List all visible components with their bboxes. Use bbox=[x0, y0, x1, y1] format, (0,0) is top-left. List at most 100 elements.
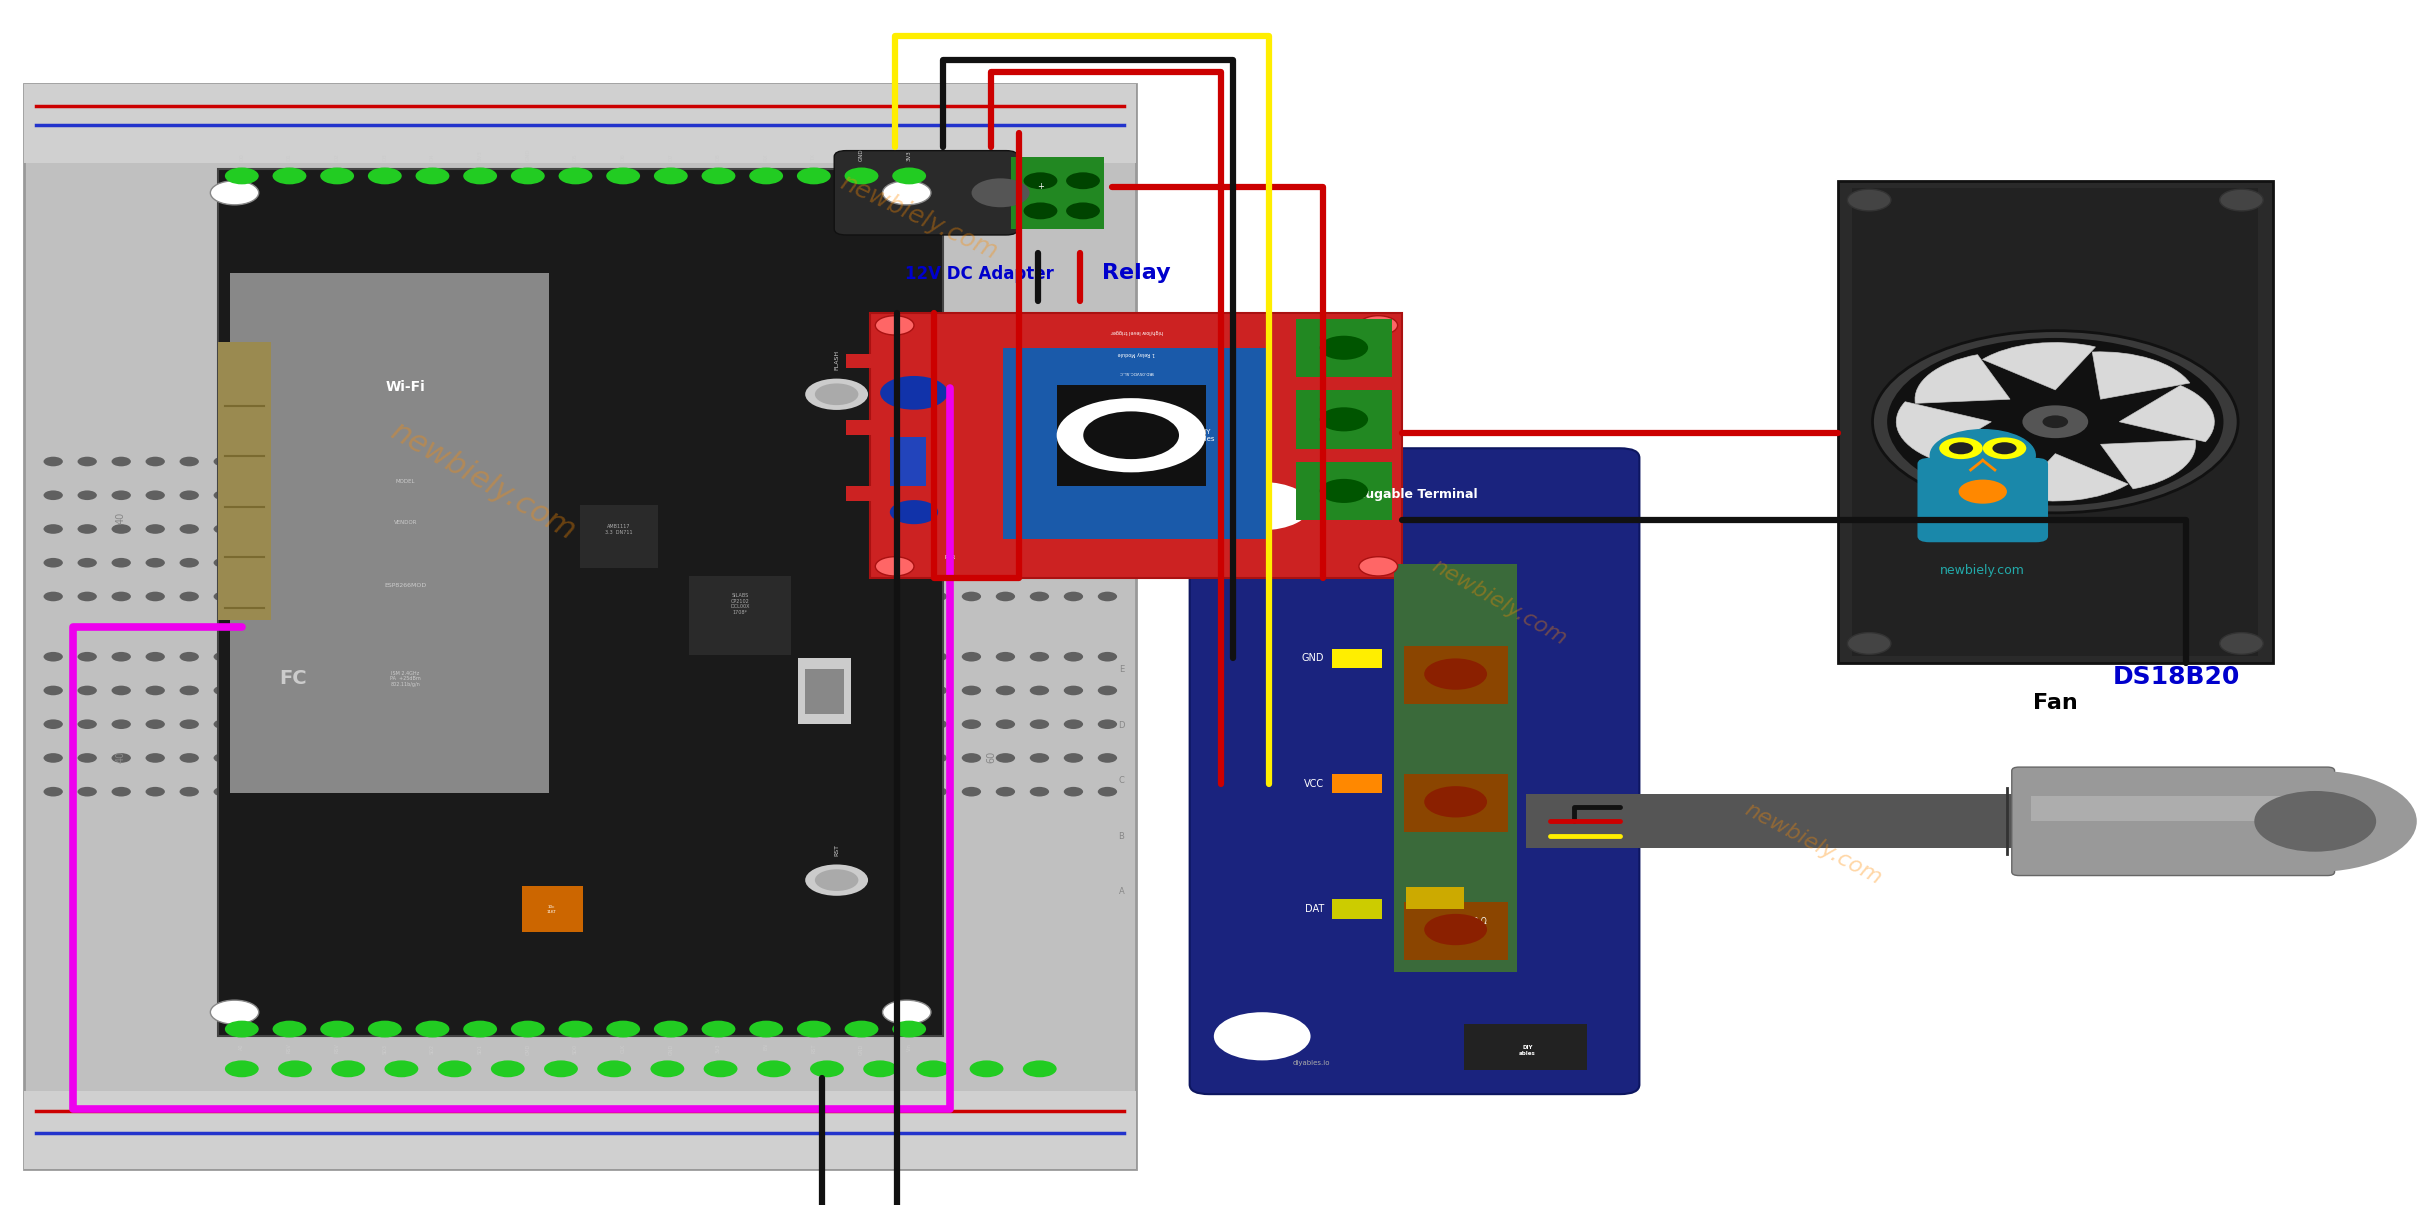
Circle shape bbox=[520, 592, 539, 601]
Text: GND: GND bbox=[858, 149, 863, 161]
Circle shape bbox=[861, 753, 880, 763]
Text: 50: 50 bbox=[551, 512, 561, 524]
Circle shape bbox=[520, 719, 539, 729]
Circle shape bbox=[1064, 457, 1083, 466]
Text: SRD-05VDC-SL-C: SRD-05VDC-SL-C bbox=[1120, 370, 1153, 374]
Circle shape bbox=[452, 592, 472, 601]
Circle shape bbox=[486, 686, 505, 695]
FancyBboxPatch shape bbox=[1917, 458, 2048, 542]
Circle shape bbox=[559, 1021, 592, 1038]
Circle shape bbox=[491, 1060, 525, 1077]
Circle shape bbox=[1098, 652, 1117, 662]
Circle shape bbox=[825, 686, 844, 695]
Circle shape bbox=[689, 490, 708, 500]
Circle shape bbox=[621, 787, 641, 797]
Text: SD2: SD2 bbox=[430, 1044, 435, 1053]
Text: CMD: CMD bbox=[525, 1044, 530, 1054]
Circle shape bbox=[588, 686, 607, 695]
Text: RSV: RSV bbox=[288, 1044, 293, 1053]
Text: ESP8266MOD: ESP8266MOD bbox=[384, 583, 426, 588]
Circle shape bbox=[1098, 686, 1117, 695]
Circle shape bbox=[77, 490, 97, 500]
Text: diyables.io: diyables.io bbox=[1294, 1060, 1330, 1065]
Circle shape bbox=[895, 457, 914, 466]
Circle shape bbox=[213, 457, 232, 466]
Circle shape bbox=[2220, 189, 2263, 211]
Text: newbiely.com: newbiely.com bbox=[1939, 564, 2026, 577]
Circle shape bbox=[351, 686, 370, 695]
Circle shape bbox=[1098, 787, 1117, 797]
Circle shape bbox=[1930, 429, 2036, 482]
Circle shape bbox=[145, 753, 164, 763]
Circle shape bbox=[972, 178, 1030, 207]
Circle shape bbox=[145, 719, 164, 729]
Text: GND: GND bbox=[667, 1044, 672, 1054]
Circle shape bbox=[825, 787, 844, 797]
Wedge shape bbox=[2092, 352, 2191, 399]
Circle shape bbox=[418, 457, 438, 466]
Circle shape bbox=[179, 686, 198, 695]
Wedge shape bbox=[1983, 342, 2096, 390]
Circle shape bbox=[621, 490, 641, 500]
Circle shape bbox=[384, 719, 404, 729]
Circle shape bbox=[384, 592, 404, 601]
Circle shape bbox=[44, 686, 63, 695]
Circle shape bbox=[77, 524, 97, 534]
Circle shape bbox=[1064, 753, 1083, 763]
Circle shape bbox=[655, 558, 675, 568]
Circle shape bbox=[554, 592, 573, 601]
Circle shape bbox=[996, 652, 1016, 662]
Circle shape bbox=[438, 1060, 472, 1077]
Text: G: G bbox=[1117, 325, 1124, 335]
Circle shape bbox=[520, 457, 539, 466]
Circle shape bbox=[1424, 786, 1487, 817]
Circle shape bbox=[111, 524, 131, 534]
Circle shape bbox=[44, 490, 63, 500]
Text: GND: GND bbox=[858, 1044, 863, 1054]
Circle shape bbox=[319, 167, 353, 184]
Circle shape bbox=[331, 176, 365, 193]
Text: DIY
ables: DIY ables bbox=[1197, 429, 1214, 442]
Circle shape bbox=[607, 1021, 641, 1038]
Circle shape bbox=[213, 719, 232, 729]
Circle shape bbox=[210, 181, 259, 205]
Circle shape bbox=[317, 787, 336, 797]
Circle shape bbox=[351, 719, 370, 729]
Circle shape bbox=[418, 524, 438, 534]
Circle shape bbox=[723, 652, 742, 662]
Circle shape bbox=[757, 787, 776, 797]
Circle shape bbox=[554, 558, 573, 568]
FancyBboxPatch shape bbox=[1190, 448, 1639, 1094]
Text: 40: 40 bbox=[116, 751, 126, 763]
Circle shape bbox=[213, 787, 232, 797]
Circle shape bbox=[929, 490, 948, 500]
Bar bbox=[218, 342, 271, 619]
Circle shape bbox=[280, 524, 300, 534]
Circle shape bbox=[213, 753, 232, 763]
Circle shape bbox=[791, 558, 810, 568]
Circle shape bbox=[384, 753, 404, 763]
Circle shape bbox=[554, 524, 573, 534]
Circle shape bbox=[111, 558, 131, 568]
Circle shape bbox=[875, 316, 914, 335]
Circle shape bbox=[1098, 719, 1117, 729]
Circle shape bbox=[225, 1021, 259, 1038]
Circle shape bbox=[510, 167, 544, 184]
Circle shape bbox=[1030, 686, 1049, 695]
Circle shape bbox=[962, 686, 982, 695]
Text: D: D bbox=[1117, 721, 1124, 730]
Circle shape bbox=[723, 787, 742, 797]
Circle shape bbox=[689, 753, 708, 763]
Text: newbiely.com: newbiely.com bbox=[1741, 799, 1886, 888]
Circle shape bbox=[895, 592, 914, 601]
Circle shape bbox=[621, 719, 641, 729]
Circle shape bbox=[962, 457, 982, 466]
Circle shape bbox=[861, 490, 880, 500]
Text: DAT: DAT bbox=[1306, 904, 1325, 915]
Circle shape bbox=[1098, 558, 1117, 568]
Circle shape bbox=[179, 719, 198, 729]
Circle shape bbox=[368, 1021, 401, 1038]
Circle shape bbox=[384, 558, 404, 568]
Circle shape bbox=[996, 719, 1016, 729]
Circle shape bbox=[861, 719, 880, 729]
